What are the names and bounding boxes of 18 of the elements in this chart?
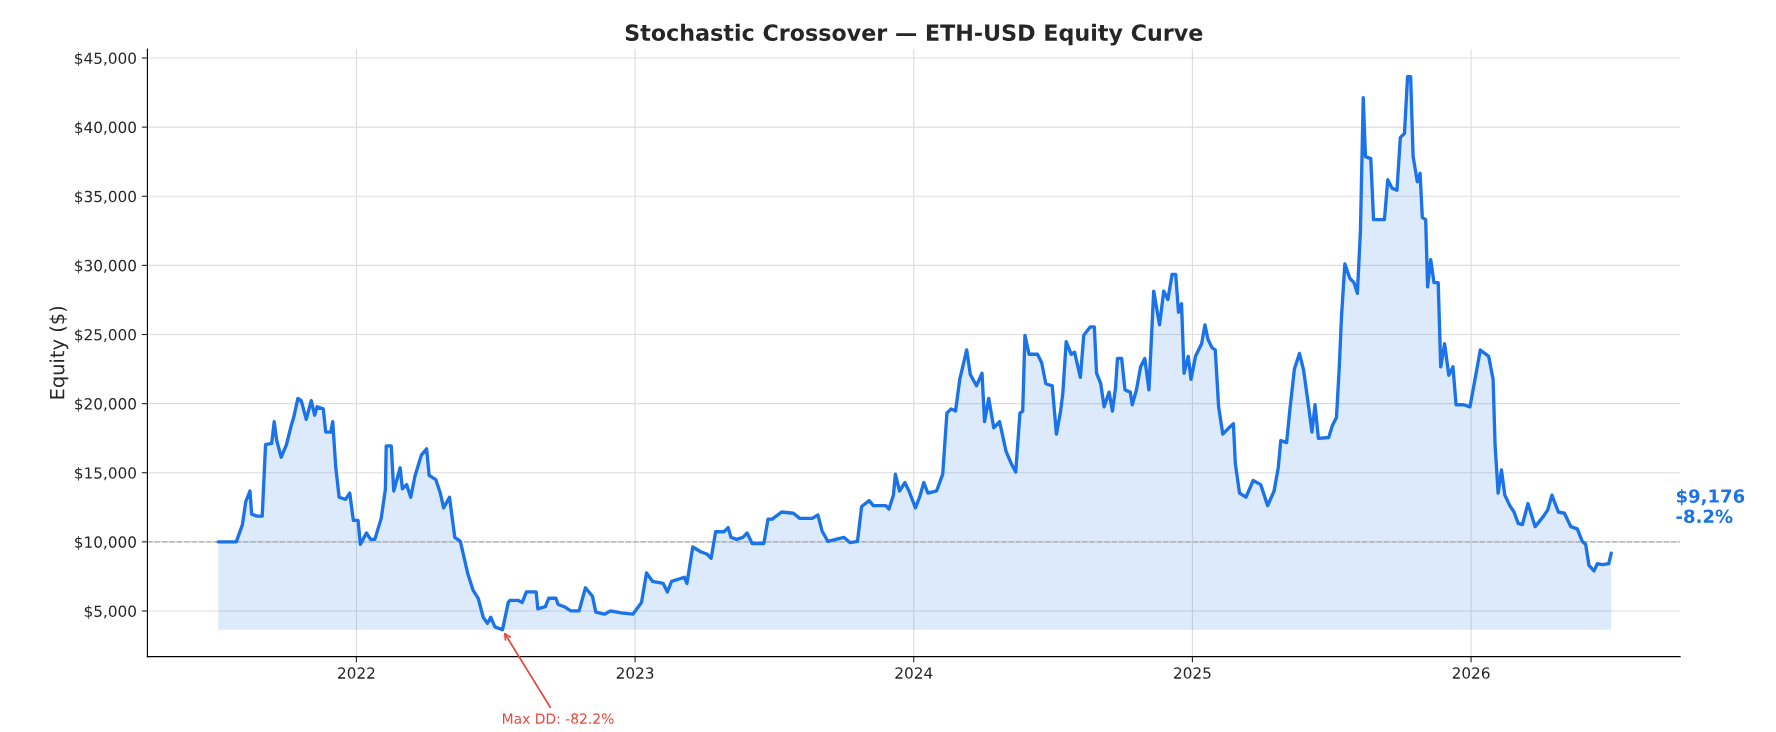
y-tick-label: $10,000 bbox=[75, 536, 136, 550]
y-tick-label: $40,000 bbox=[75, 121, 136, 136]
x-tick-label: 2025 bbox=[1174, 667, 1211, 679]
x-tick-label: 2023 bbox=[616, 667, 654, 679]
y-tick-label: $25,000 bbox=[75, 328, 136, 343]
x-tick-label: 2026 bbox=[1452, 667, 1490, 679]
x-tick-label: 2022 bbox=[338, 667, 375, 679]
y-tick-label: $5,000 bbox=[84, 605, 136, 620]
chart-title: Stochastic Crossover — ETH-USD Equity Curve bbox=[625, 23, 1203, 46]
x-tick-label: 2024 bbox=[895, 667, 933, 679]
y-tick-label: $35,000 bbox=[75, 190, 136, 205]
annotation: Max DD: -82.2% bbox=[502, 713, 614, 724]
annotation: $9,176 -8.2% bbox=[1676, 488, 1745, 524]
y-tick-label: $20,000 bbox=[75, 397, 136, 412]
y-tick-label: $30,000 bbox=[75, 259, 136, 274]
y-tick-label: $15,000 bbox=[75, 466, 136, 481]
y-tick-label: $45,000 bbox=[75, 52, 136, 67]
y-axis-title: Equity ($) bbox=[49, 306, 69, 399]
